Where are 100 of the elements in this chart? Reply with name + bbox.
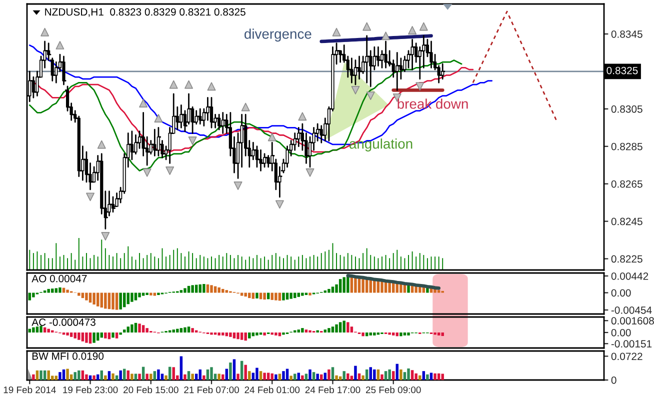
bar (392, 371, 395, 380)
bar (335, 375, 338, 380)
bar (108, 371, 111, 380)
y-tick-label: 0.001608 (611, 317, 654, 325)
point (97, 140, 106, 149)
point (362, 22, 372, 31)
bar (259, 292, 262, 300)
bar (146, 292, 148, 296)
bar (400, 284, 402, 293)
bar (263, 332, 266, 336)
bar (187, 371, 190, 380)
bar (123, 368, 126, 380)
bar (119, 370, 122, 380)
bar (81, 332, 84, 342)
point (275, 200, 284, 209)
bar (426, 374, 429, 380)
bar (108, 332, 111, 340)
y-tick-label: -0.00151 (611, 340, 652, 348)
point (408, 26, 417, 34)
bar (256, 332, 258, 336)
bar (384, 371, 388, 380)
point (332, 28, 341, 36)
bar (168, 366, 172, 380)
bar (263, 372, 266, 380)
bar (441, 332, 444, 336)
bar (43, 370, 46, 380)
bar (88, 375, 92, 380)
bar (32, 327, 35, 332)
bar (308, 369, 312, 380)
bar (150, 374, 152, 380)
bar (369, 367, 372, 380)
bar (130, 374, 134, 380)
bar (115, 292, 118, 310)
bar (248, 332, 251, 338)
bar (342, 371, 346, 380)
bar (240, 332, 244, 340)
bar (282, 292, 285, 300)
bar (362, 332, 364, 336)
point (241, 102, 250, 112)
bar (88, 292, 92, 303)
bar (290, 376, 292, 380)
y-tick-label: 0.8305 (611, 105, 642, 113)
chart-title: AC -0.000473 (32, 318, 96, 326)
bar (286, 292, 289, 300)
bar (206, 369, 210, 380)
bar (184, 374, 186, 380)
bar (115, 332, 118, 338)
annotation: angulation (350, 138, 412, 152)
bar (130, 292, 134, 302)
bar (172, 330, 175, 332)
bar (278, 292, 282, 301)
bar (78, 292, 80, 296)
y-tick-label: 0.8225 (611, 255, 642, 263)
candlestick (61, 56, 66, 86)
bar (58, 287, 62, 293)
bar (36, 326, 39, 332)
bar (308, 292, 312, 296)
y-tick-label: 0.8245 (611, 218, 642, 226)
point (306, 168, 314, 177)
bar (32, 292, 35, 298)
bar (244, 292, 247, 297)
bar (301, 375, 304, 380)
y-tick-label: 0.00 (611, 289, 631, 297)
bar (437, 373, 440, 380)
point (188, 136, 197, 145)
bar (142, 366, 145, 380)
bar (320, 374, 323, 380)
bar (47, 328, 50, 332)
bar (297, 292, 300, 297)
bar (388, 369, 391, 380)
point (184, 80, 193, 89)
bar (40, 370, 42, 380)
bar (407, 368, 410, 380)
candlestick (262, 153, 268, 168)
bar (222, 332, 224, 336)
bar (108, 292, 111, 310)
bar (396, 364, 399, 380)
bar (180, 328, 183, 332)
bar (58, 372, 62, 380)
bar (138, 292, 141, 298)
bar (293, 374, 296, 380)
bar (112, 373, 114, 380)
point (382, 32, 390, 40)
bar (331, 286, 334, 293)
point (86, 192, 94, 202)
bar (66, 290, 69, 293)
bar (134, 322, 138, 332)
bar (142, 325, 145, 332)
annotation: break down (398, 98, 468, 109)
bar (100, 292, 103, 308)
bar (324, 330, 327, 332)
bar (146, 328, 148, 332)
x-tick-label: 21 Feb 07:00 (184, 386, 239, 394)
candlestick (258, 149, 264, 172)
bar (88, 332, 92, 344)
bar (346, 322, 350, 332)
bar (270, 292, 274, 300)
candlestick (156, 126, 162, 156)
bar (123, 330, 126, 332)
bar (232, 332, 236, 338)
